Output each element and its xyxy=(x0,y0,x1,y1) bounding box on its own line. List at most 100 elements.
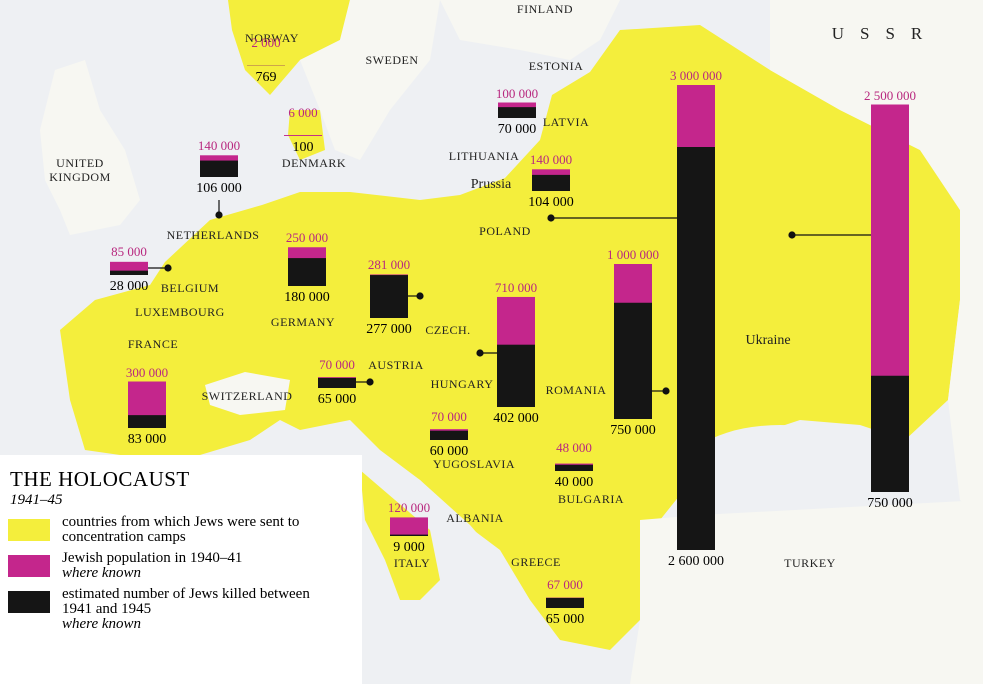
killed-label: 750 000 xyxy=(610,423,656,438)
black-sea xyxy=(685,425,875,515)
killed-bar xyxy=(871,375,909,492)
map-label: BELGIUM xyxy=(160,281,220,295)
population-label: 281 000 xyxy=(367,257,411,273)
population-label: 1 000 000 xyxy=(607,247,659,262)
killed-label: 28 000 xyxy=(109,279,149,294)
killed-label: 40 000 xyxy=(554,475,594,490)
legend-text: Jewish population in 1940–41 where known xyxy=(62,551,332,581)
map-label: GREECE xyxy=(511,555,561,569)
killed-bar xyxy=(546,597,584,608)
map-label: LUXEMBOURG xyxy=(135,305,225,319)
sweden xyxy=(300,0,440,160)
killed-bar xyxy=(430,430,468,440)
killed-bar xyxy=(390,534,428,536)
killed-label: 2 600 000 xyxy=(668,554,724,569)
killed-label: 769 xyxy=(255,70,277,85)
legend-note: where known xyxy=(62,565,142,581)
legend-swatch xyxy=(8,555,50,577)
killed-bar xyxy=(200,160,238,177)
map-label: ITALY xyxy=(393,556,431,570)
killed-bar xyxy=(370,275,408,318)
killed-bar xyxy=(555,464,593,471)
map-label: FRANCE xyxy=(127,337,179,351)
population-label: 140 000 xyxy=(529,152,573,168)
period: 1941–45 xyxy=(10,492,63,508)
population-label: 2 500 000 xyxy=(864,87,916,103)
legend-text: estimated number of Jews killed between … xyxy=(62,587,332,632)
population-label: 140 000 xyxy=(197,138,241,154)
leader-dot xyxy=(164,264,172,272)
killed-label: 65 000 xyxy=(317,392,357,407)
legend-label: countries from which Jews were sent to c… xyxy=(62,514,300,545)
map-label: POLAND xyxy=(479,224,531,238)
map-label: HUNGARY xyxy=(430,377,494,391)
population-bar xyxy=(284,135,322,136)
legend: THE HOLOCAUST 1941–45 countries from whi… xyxy=(0,455,362,684)
map-label: SWEDEN xyxy=(365,53,419,67)
population-label: 85 000 xyxy=(111,244,147,259)
legend-item: Jewish population in 1940–41 where known xyxy=(8,551,362,581)
denmark xyxy=(288,110,325,160)
switzerland xyxy=(205,372,290,415)
map-label: ESTONIA xyxy=(528,59,584,73)
map-label: SWITZERLAND xyxy=(201,389,293,403)
leader-dot xyxy=(662,387,670,395)
legend-swatch xyxy=(8,591,50,613)
killed-bar xyxy=(128,415,166,428)
legend-label: Jewish population in 1940–41 xyxy=(62,550,243,566)
population-label: 70 000 xyxy=(431,409,467,424)
leader-dot xyxy=(215,211,223,219)
killed-label: 9 000 xyxy=(393,540,425,555)
killed-label: 402 000 xyxy=(493,411,539,426)
killed-bar xyxy=(288,258,326,286)
map-label: Prussia xyxy=(470,177,512,192)
map-label: FINLAND xyxy=(516,2,574,16)
killed-label: 750 000 xyxy=(867,496,913,511)
killed-bar xyxy=(318,377,356,388)
killed-label: 106 000 xyxy=(196,181,242,196)
legend-item: estimated number of Jews killed between … xyxy=(8,587,362,632)
map-label: ROMANIA xyxy=(545,383,607,397)
legend-text: countries from which Jews were sent to c… xyxy=(62,515,332,545)
leader-dot xyxy=(416,292,424,300)
map-label: NORWAY xyxy=(245,31,299,45)
leader-dot xyxy=(788,231,796,239)
map-label: NETHERLANDS xyxy=(166,228,260,242)
map-label: USSR xyxy=(831,24,939,43)
britain xyxy=(40,60,140,235)
map-label: BULGARIA xyxy=(558,492,624,506)
leader-dot xyxy=(547,214,555,222)
killed-bar xyxy=(532,174,570,191)
killed-label: 65 000 xyxy=(545,612,585,627)
population-label: 710 000 xyxy=(494,279,538,295)
population-label: 67 000 xyxy=(547,577,583,592)
killed-bar xyxy=(497,344,535,407)
finland xyxy=(440,0,620,60)
population-label: 48 000 xyxy=(556,440,592,455)
population-label: 2 000 xyxy=(251,35,281,50)
killed-label: 70 000 xyxy=(497,122,537,137)
killed-label: 277 000 xyxy=(366,322,412,337)
map-label: UNITED KINGDOM xyxy=(49,156,111,184)
killed-label: 60 000 xyxy=(429,444,469,459)
map-label: TURKEY xyxy=(784,556,836,570)
population-label: 100 000 xyxy=(495,85,539,101)
killed-label: 104 000 xyxy=(528,195,574,210)
map-label: CZECH. xyxy=(425,323,471,337)
population-label: 6 000 xyxy=(288,105,318,120)
killed-bar xyxy=(677,147,715,550)
population-label: 3 000 000 xyxy=(670,68,722,83)
killed-label: 180 000 xyxy=(284,290,330,305)
map-label: LATVIA xyxy=(542,115,590,129)
killed-label: 83 000 xyxy=(127,432,167,447)
map-label: Ukraine xyxy=(745,333,791,348)
killed-bar xyxy=(498,107,536,118)
legend-item: countries from which Jews were sent to c… xyxy=(8,515,362,545)
killed-label: 100 xyxy=(292,140,314,155)
population-label: 250 000 xyxy=(285,230,329,246)
norway xyxy=(228,0,350,95)
legend-label: estimated number of Jews killed between … xyxy=(62,586,310,617)
turkey xyxy=(630,500,983,684)
